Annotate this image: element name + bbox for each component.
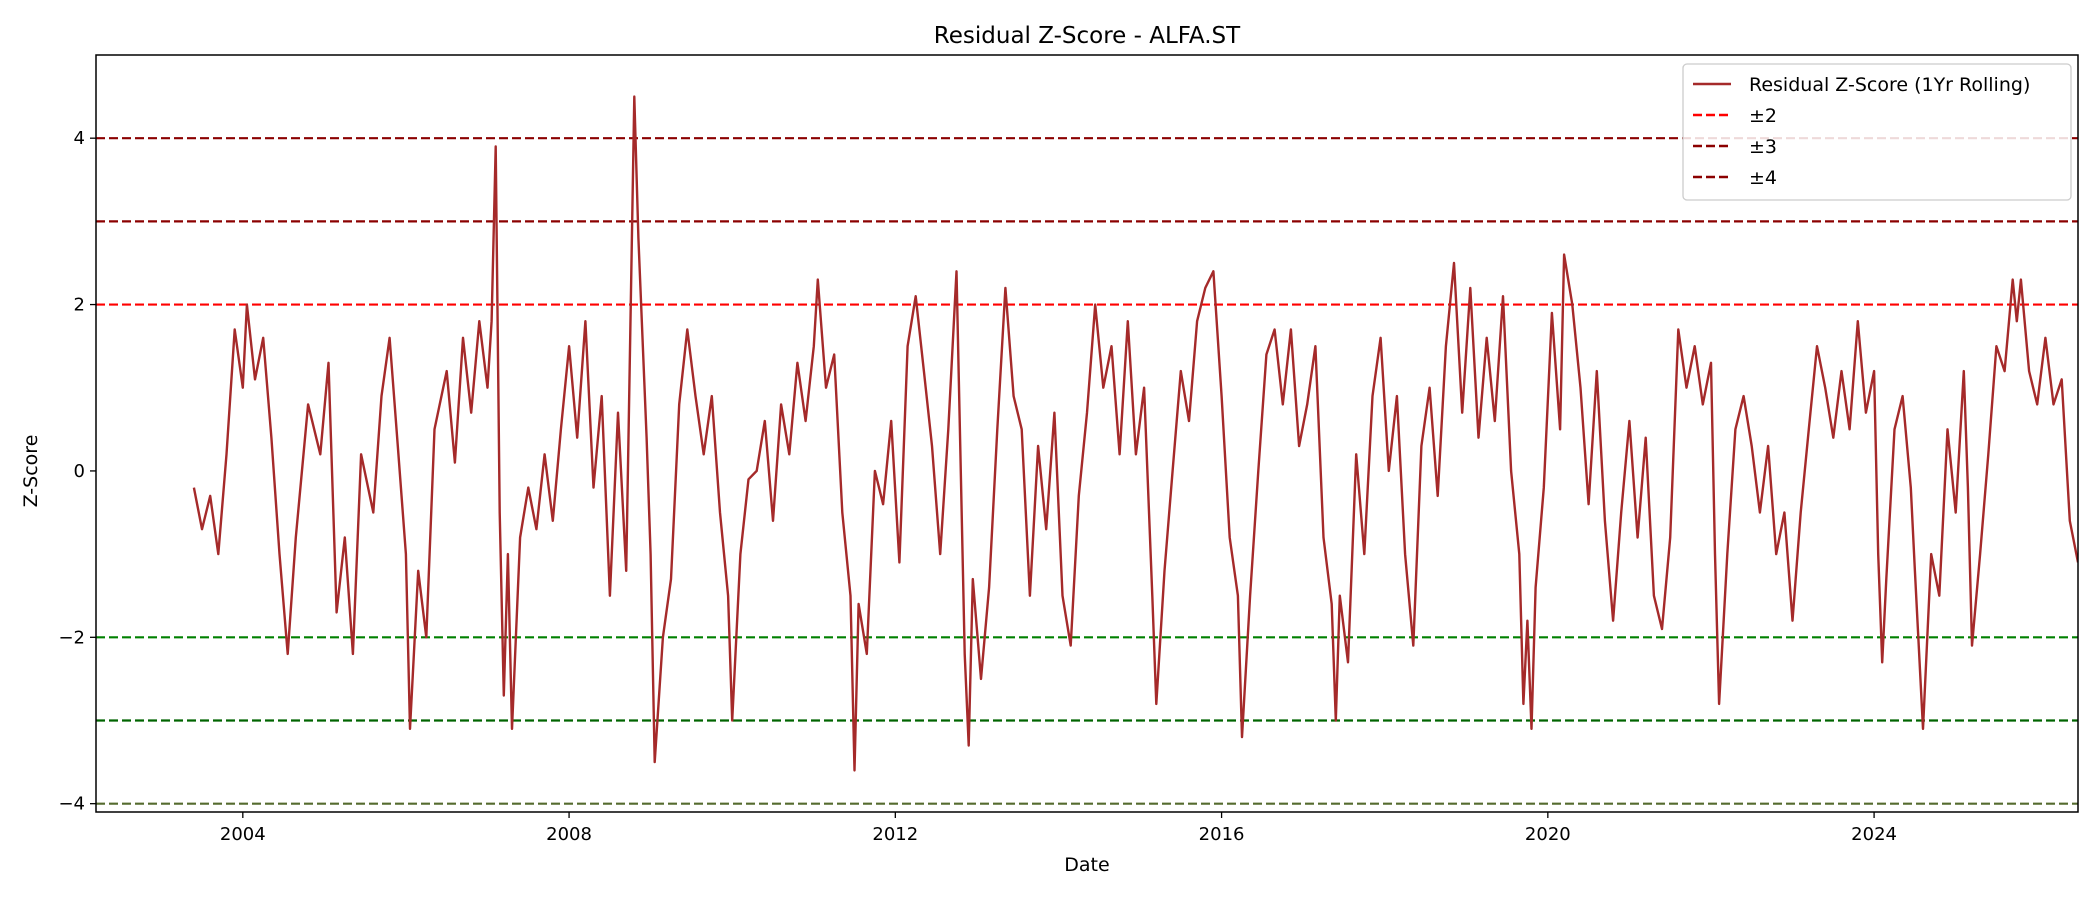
x-tick-label: 2016: [1199, 824, 1245, 845]
x-tick-label: 2008: [546, 824, 592, 845]
legend-box: [1682, 63, 2072, 201]
legend: Residual Z-Score (1Yr Rolling) ±2 ±3 ±4: [1682, 63, 2072, 201]
plot-area: 2004 2008 2012 2016 2020 2024 −4 −2 0 2 4 Residual …: [58, 54, 2079, 845]
x-tick-label: 2024: [1851, 824, 1897, 845]
legend-label: ±4: [1749, 167, 1777, 189]
y-axis-label: Z-Score: [20, 435, 42, 508]
y-tick-label: −4: [58, 794, 85, 815]
y-tick-label: 2: [74, 295, 85, 316]
x-tick-label: 2012: [872, 824, 918, 845]
series-line: [192, 95, 2078, 772]
legend-label: Residual Z-Score (1Yr Rolling): [1749, 74, 2030, 96]
x-tick-label: 2020: [1525, 824, 1571, 845]
legend-label: ±3: [1749, 136, 1777, 158]
y-tick-label: 4: [74, 128, 85, 149]
x-tick-label: 2004: [220, 824, 266, 845]
chart-title: Residual Z-Score - ALFA.ST: [934, 23, 1241, 49]
y-tick-label: −2: [58, 627, 85, 648]
y-tick-label: 0: [74, 461, 85, 482]
axes-frame: [95, 54, 2079, 813]
x-axis-label: Date: [1064, 854, 1109, 876]
legend-label: ±2: [1749, 105, 1777, 127]
